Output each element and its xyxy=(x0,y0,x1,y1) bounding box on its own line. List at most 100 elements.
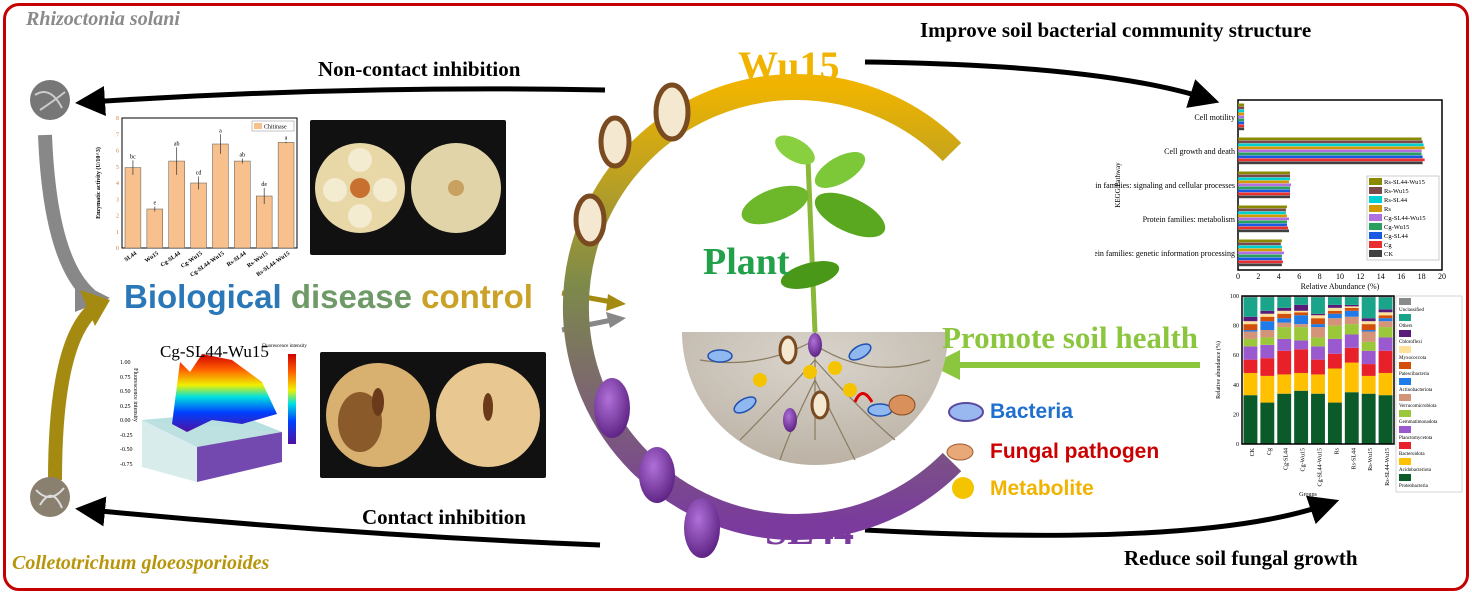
bar xyxy=(1238,208,1286,212)
bar xyxy=(1238,257,1282,261)
stack-segment xyxy=(1311,313,1325,316)
y-tick-label: 2 xyxy=(116,214,119,220)
stack-segment xyxy=(1277,350,1292,375)
legend-label: Verrucomicrobiota xyxy=(1399,404,1437,409)
x-tick-label: Rs-Wu15 xyxy=(1368,448,1374,471)
legend-label: Myxococcota xyxy=(1399,356,1427,361)
bar xyxy=(1238,248,1282,252)
stack-segment xyxy=(1294,304,1309,311)
bar xyxy=(1238,115,1245,119)
stack-segment xyxy=(1260,316,1275,322)
bar xyxy=(1238,118,1245,122)
category-label: Cell growth and death xyxy=(1164,147,1235,156)
y-axis-label: Relative abundance (%) xyxy=(1215,341,1222,399)
stack-segment xyxy=(1378,315,1393,319)
bacteria-legend-icon xyxy=(948,402,984,422)
stack-segment xyxy=(1361,318,1376,322)
significance-letter: e xyxy=(153,201,156,207)
y-tick-label: 5 xyxy=(116,165,119,171)
x-tick-label: 16 xyxy=(1397,272,1405,281)
legend-bacteria: Bacteria xyxy=(990,400,1073,423)
ytick: -0.25 xyxy=(120,432,133,439)
fluor-colorbar-label: Fluorescence intensity xyxy=(262,344,307,349)
x-tick-label: SL44 xyxy=(124,251,138,264)
legend-swatch xyxy=(1399,426,1411,433)
x-tick-label: 2 xyxy=(1256,272,1260,281)
legend-label: Acidobacteriota xyxy=(1399,468,1432,473)
bar xyxy=(1238,171,1291,175)
bar xyxy=(1238,146,1425,150)
stack-segment xyxy=(1277,393,1292,444)
y-tick-label: 20 xyxy=(1233,412,1239,418)
stack-segment xyxy=(1294,372,1309,391)
bar xyxy=(1238,161,1423,165)
x-tick-label: 6 xyxy=(1297,272,1301,281)
bar xyxy=(1238,217,1289,221)
seed-icons xyxy=(573,82,830,420)
stack-segment xyxy=(1243,324,1258,331)
y-tick-label: 60 xyxy=(1233,353,1239,359)
significance-letter: a xyxy=(219,128,222,134)
legend-swatch xyxy=(1369,196,1382,203)
legend-swatch xyxy=(1399,458,1411,465)
stack-segment xyxy=(1260,321,1275,331)
ytick: 1.00 xyxy=(120,360,131,366)
legend-swatch xyxy=(1399,362,1411,369)
significance-letter: a xyxy=(285,136,288,142)
category-label: Protein families: metabolism xyxy=(1143,215,1236,224)
stack-segment xyxy=(1378,309,1393,313)
fungal-hypha-icon xyxy=(853,392,874,403)
stack-segment xyxy=(1277,327,1292,339)
bar xyxy=(277,142,295,249)
bar xyxy=(124,167,142,249)
improve-label: Improve soil bacterial community structu… xyxy=(920,18,1312,42)
stack-segment xyxy=(1243,330,1258,332)
stack-segment xyxy=(1294,327,1309,341)
stack-segment xyxy=(1344,316,1359,325)
stack-segment xyxy=(1344,392,1359,444)
stack-segment xyxy=(1277,374,1292,394)
legend-label: Rs-SL44-Wu15 xyxy=(1384,179,1425,186)
bar xyxy=(1238,251,1284,255)
stack-segment xyxy=(1311,315,1325,319)
legend-box xyxy=(251,120,295,132)
x-tick-label: 4 xyxy=(1277,272,1281,281)
significance-letter: bc xyxy=(130,154,136,160)
x-tick-label: 8 xyxy=(1318,272,1322,281)
ytick: -0.50 xyxy=(120,447,133,453)
stack-segment xyxy=(1260,313,1275,317)
word-control: control xyxy=(421,278,533,315)
stack-segment xyxy=(1294,315,1309,325)
bar xyxy=(1238,112,1245,116)
central-arc xyxy=(562,74,962,540)
bar xyxy=(1238,140,1423,144)
stack-segment xyxy=(1311,346,1325,360)
stack-segment xyxy=(1378,321,1393,328)
bacteria-icons xyxy=(707,343,893,417)
x-tick-label: Rs-SL44-Wu15 xyxy=(1385,448,1391,486)
bar xyxy=(212,143,229,249)
stack-segment xyxy=(1327,338,1342,354)
legend-label: Actinobacteriota xyxy=(1399,388,1433,393)
legend-swatch xyxy=(1369,187,1382,194)
stack-segment xyxy=(1277,322,1292,328)
stack-segment xyxy=(1378,395,1393,444)
x-tick-label: 0 xyxy=(1236,272,1240,281)
stack-segment xyxy=(1378,297,1393,310)
legend-swatch xyxy=(1399,346,1411,353)
bar xyxy=(1238,223,1287,227)
stack-segment xyxy=(1277,310,1292,314)
metabolite-icons xyxy=(753,361,857,397)
bar xyxy=(1238,183,1292,187)
bar xyxy=(1238,177,1291,181)
stack-segment xyxy=(1378,312,1393,316)
legend-label: Cg-SL44-Wu15 xyxy=(1384,215,1426,222)
non-contact-inhibition-label: Non-contact inhibition xyxy=(318,57,521,81)
x-axis-label: Relative Abundance (%) xyxy=(1301,282,1380,291)
word-biological: Biological xyxy=(124,278,282,315)
x-tick-label: Rs-SL44 xyxy=(1351,448,1357,469)
plot-frame xyxy=(1241,295,1395,445)
x-tick-label: Rs-SL44 xyxy=(226,251,247,269)
sl44-arrow xyxy=(864,495,1340,538)
bar xyxy=(1238,226,1288,230)
